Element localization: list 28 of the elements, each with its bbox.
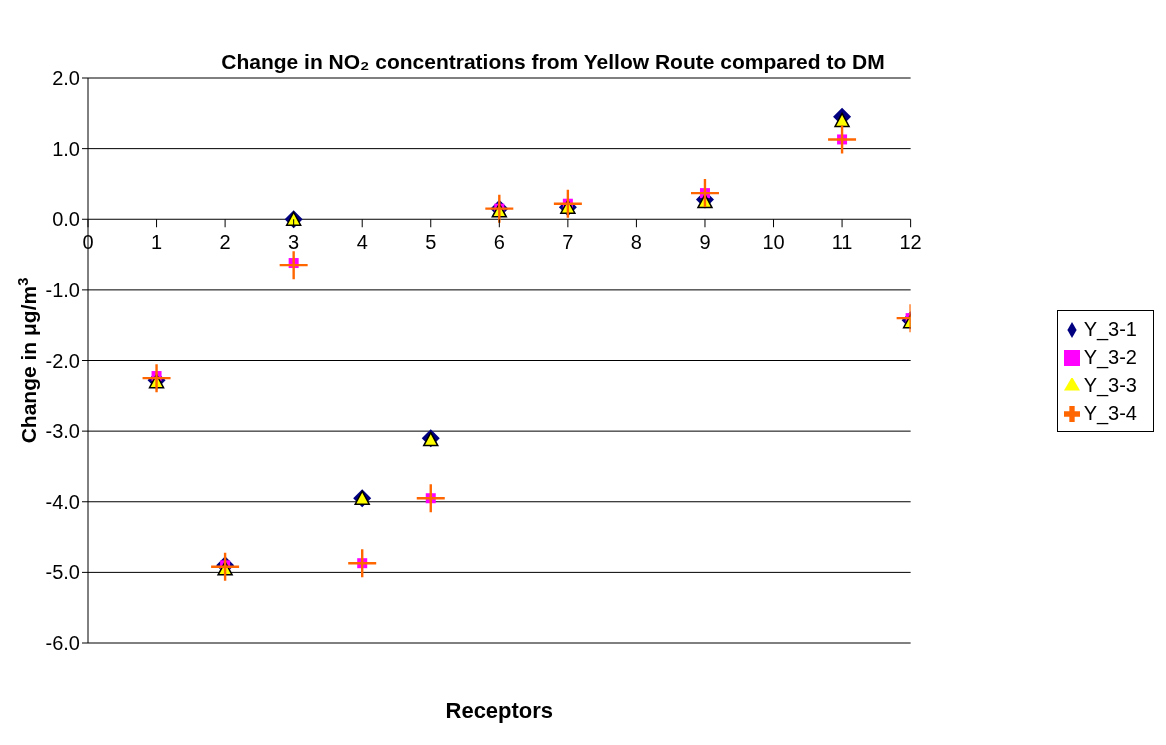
x-tick-label: 4 (356, 231, 368, 254)
y-tick-label: -3.0 (45, 420, 80, 443)
legend-label: Y_3-2 (1083, 345, 1137, 368)
legend-label: Y_3-1 (1083, 317, 1137, 340)
x-tick-label: 6 (493, 231, 505, 254)
x-tick-label: 3 (288, 231, 300, 254)
x-tick-label: 1 (150, 231, 163, 254)
x-tick-label: 2 (219, 231, 231, 254)
x-tick-label: 11 (831, 231, 853, 254)
legend-label: Y_3-3 (1083, 373, 1137, 396)
x-tick-label: 5 (425, 231, 437, 254)
chart-title: Change in NO₂ concentrations from Yellow Route compared to DM (221, 50, 885, 73)
y-tick-label: -4.0 (45, 490, 80, 513)
legend-label: Y_3-4 (1083, 401, 1137, 424)
y-tick-label: 2.0 (52, 67, 80, 90)
x-tick-label: 12 (899, 231, 922, 254)
y-tick-label: 0.0 (52, 208, 80, 231)
y-tick-label: -1.0 (45, 278, 80, 301)
x-tick-label: 7 (562, 231, 574, 254)
x-tick-label: 10 (762, 231, 785, 254)
x-tick-label: 9 (699, 231, 711, 254)
x-tick-label: 0 (82, 231, 94, 254)
y-tick-label: -2.0 (45, 349, 80, 372)
y-tick-label: -5.0 (45, 561, 80, 584)
x-tick-label: 8 (630, 231, 642, 254)
y-tick-label: -6.0 (45, 632, 80, 655)
x-axis-title: Receptors (445, 698, 554, 723)
y-tick-label: 1.0 (52, 137, 80, 160)
